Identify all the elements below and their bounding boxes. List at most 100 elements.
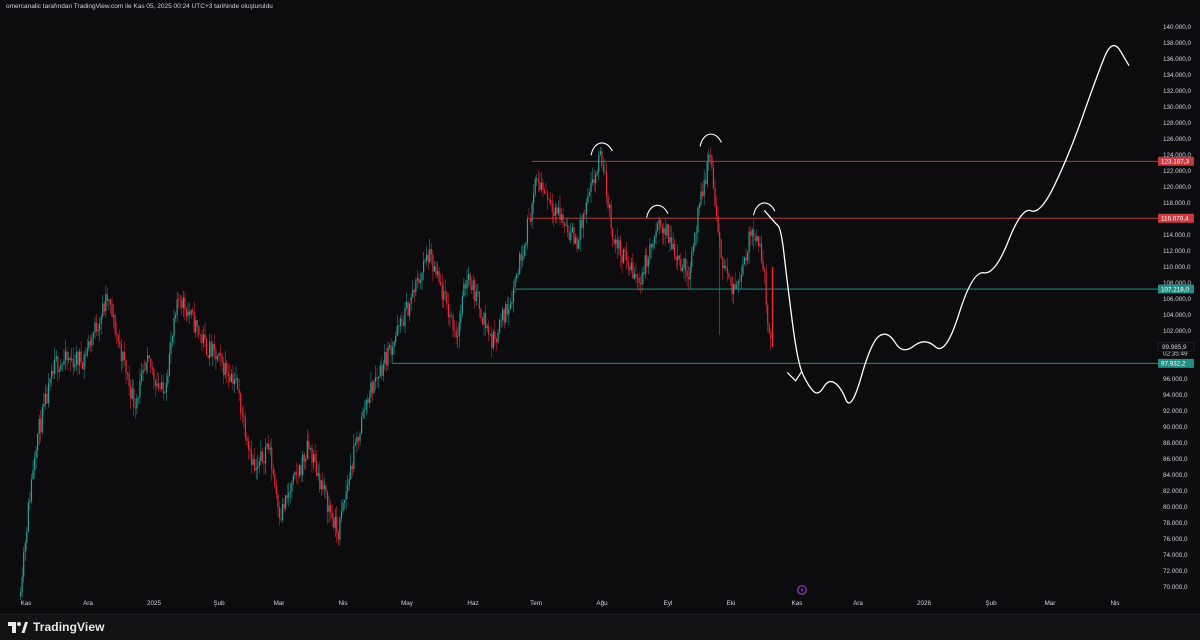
candle-body [447,304,449,317]
candle-body [244,416,246,437]
arrow-hook-drawing [786,371,803,382]
price-tick-label: 86.000,0 [1163,456,1188,463]
candle-body [636,277,639,279]
candle-body [760,243,763,262]
price-tick-label: 132.000,0 [1163,88,1192,95]
candle-body [630,262,632,271]
candle-body [757,236,759,246]
candle-body [722,257,724,269]
candle-body [94,322,96,333]
candle-body [255,468,257,471]
candle-body [249,449,251,451]
candle-body [29,501,31,503]
candle-body [675,257,677,261]
candle-body [581,220,583,228]
candle-body [80,351,82,363]
candle-body [271,447,273,470]
candle-body [306,440,308,460]
candle-body [677,255,679,261]
candle-body [326,491,329,512]
candle-body [596,171,598,175]
candle-body [99,324,101,330]
candle-body [285,495,287,509]
candle-body [85,354,87,356]
candle-body [336,516,338,533]
time-axis[interactable]: Kas Ara 2025 Şub Mar Nis May Haz Tem Ağu Eyl Eki Kas… [21,585,1120,607]
tradingview-logo[interactable]: TradingView [8,620,105,634]
candle-body [399,318,401,326]
candle-body [512,287,515,302]
top-arc-marker [590,142,613,156]
candle-body [671,237,673,250]
candle-body [520,253,522,261]
candle-body [61,364,64,365]
time-tick-label: Şub [213,600,225,607]
candle-body [516,274,518,279]
candle-body [529,218,532,222]
candle-body [311,448,313,463]
candle-body [257,465,259,469]
candle-body [126,373,129,375]
time-tick-label: Mar [1045,600,1056,607]
candle-body [619,240,622,256]
price-tick-label: 118.000,0 [1163,200,1191,207]
candle-body [334,516,336,528]
candle-body [218,353,220,357]
candle-body [78,351,81,366]
price-chart[interactable]: 140.000,0 138.000,0 136.000,0 134.000,0 132.… [0,0,1200,614]
time-tick-label: Nis [338,600,347,607]
candle-body [113,315,115,317]
price-tick-label: 70.000,0 [1163,584,1188,591]
candle-body [742,264,744,275]
projection-drawing [764,44,1130,404]
candle-body [119,341,121,345]
candle-body [612,228,614,240]
candle-body [114,315,116,334]
candle-body [702,191,704,197]
candle-body [547,194,549,200]
candle-body [477,291,479,293]
candle-body [392,346,394,355]
candle-body [427,254,429,263]
candle-body [765,271,767,306]
price-axis[interactable]: 140.000,0 138.000,0 136.000,0 134.000,0 132.… [1163,24,1192,591]
candle-body [680,258,682,271]
candle-body [154,379,157,386]
candle-body [666,224,668,236]
candle-body [277,493,279,508]
candle-body [142,369,144,374]
candle-body [120,344,122,362]
candle-body [182,297,184,308]
candle-body [38,418,40,435]
candle-body [24,543,26,553]
candle-body [365,399,367,411]
last-candle-body [771,266,774,347]
candle-body [206,338,208,356]
candle-body [212,343,214,357]
candle-body [660,219,662,228]
price-tick-label: 126.000,0 [1163,136,1192,143]
candle-body [368,397,370,404]
candle-body [302,454,304,475]
candle-body [148,355,150,359]
candle-body [523,245,525,256]
candles-layer [20,146,774,601]
candle-body [303,454,305,462]
candle-body [706,161,708,184]
candle-body [554,207,556,216]
candle-body [550,199,552,204]
candle-body [700,191,702,205]
candle-body [661,227,663,233]
candle-body [540,182,542,190]
candle-body [725,265,727,268]
candle-body [486,326,488,329]
candle-body [736,284,738,289]
candle-body [669,237,671,243]
candle-body [140,373,143,381]
candle-body [533,193,535,204]
top-arc-marker [646,204,669,218]
candle-body [643,272,645,275]
candle-body [562,214,564,223]
candle-body [498,320,501,333]
